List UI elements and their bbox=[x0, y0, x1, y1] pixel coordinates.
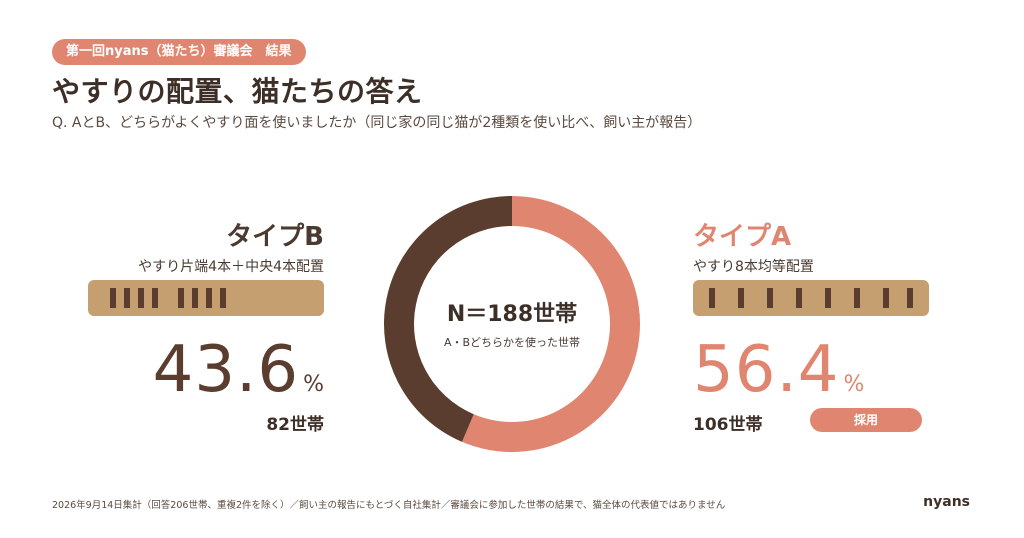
type-a-rail-diagram bbox=[693, 280, 929, 316]
adopted-badge: 採用 bbox=[810, 408, 922, 432]
header-badge: 第一回nyans（猫たち）審議会 結果 bbox=[52, 39, 306, 65]
page-title: やすりの配置、猫たちの答え bbox=[52, 75, 423, 108]
donut-slice-type-a bbox=[462, 196, 640, 452]
footnote: 2026年9月14日集計（回答206世帯、重複2件を除く）／飼い主の報告にもとづ… bbox=[52, 500, 726, 511]
rail-post bbox=[738, 288, 744, 308]
type-b-percent-value: 43.6 bbox=[152, 333, 300, 407]
rail-post bbox=[825, 288, 831, 308]
type-a-households: 106世帯 bbox=[693, 415, 763, 435]
type-b-households: 82世帯 bbox=[266, 415, 324, 435]
type-b-percent: 43.6% bbox=[153, 338, 324, 402]
rail-post bbox=[110, 288, 116, 308]
page-subtitle: Q. AとB、どちらがよくやすり面を使いましたか（同じ家の同じ猫が2種類を使い比… bbox=[52, 115, 702, 131]
rail-post bbox=[138, 288, 144, 308]
rail-post bbox=[124, 288, 130, 308]
donut-center-total: N＝188世帯 bbox=[446, 302, 578, 327]
type-a-percent-unit: % bbox=[843, 372, 865, 397]
type-a-title: タイプA bbox=[693, 222, 792, 252]
type-b-desc: やすり片端4本＋中央4本配置 bbox=[138, 259, 324, 275]
type-a-percent: 56.4% bbox=[693, 338, 864, 402]
rail-post bbox=[709, 288, 715, 308]
rail-post bbox=[907, 288, 913, 308]
rail-post bbox=[192, 288, 198, 308]
rail-post bbox=[883, 288, 889, 308]
type-b-title: タイプB bbox=[226, 222, 324, 252]
type-a-percent-value: 56.4 bbox=[693, 333, 840, 407]
type-b-percent-unit: % bbox=[303, 372, 324, 397]
rail-post bbox=[206, 288, 212, 308]
donut-chart bbox=[384, 196, 640, 452]
type-a-desc: やすり8本均等配置 bbox=[693, 259, 814, 275]
type-b-rail-diagram bbox=[88, 280, 324, 316]
donut-center-caption: A・Bどちらかを使った世帯 bbox=[443, 336, 581, 349]
brand-logo: nyans bbox=[923, 494, 970, 510]
rail-post bbox=[152, 288, 158, 308]
donut-slice-type-b bbox=[384, 196, 512, 442]
rail-post bbox=[767, 288, 773, 308]
rail-post bbox=[854, 288, 860, 308]
rail-post bbox=[178, 288, 184, 308]
rail-post bbox=[796, 288, 802, 308]
rail-post bbox=[220, 288, 226, 308]
